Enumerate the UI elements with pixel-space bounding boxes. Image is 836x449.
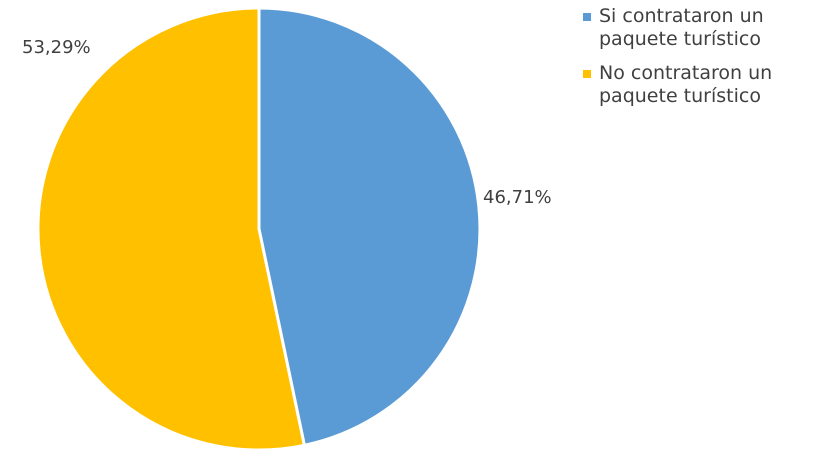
data-labels: 46,71% 53,29% bbox=[22, 37, 552, 208]
data-label-si-contrataron: 46,71% bbox=[483, 187, 552, 208]
pie-slices bbox=[36, 6, 482, 449]
legend-label-line: Si contrataron un bbox=[599, 5, 764, 27]
legend-entry-no-contrataron: No contrataron un paquete turístico bbox=[583, 62, 772, 107]
pie-slice-no-contrataron bbox=[36, 6, 306, 449]
legend-label-line: paquete turístico bbox=[599, 85, 761, 107]
legend-swatch bbox=[583, 13, 591, 21]
pie-slice-si-contrataron bbox=[257, 6, 482, 447]
legend-swatch bbox=[583, 70, 591, 78]
legend-label: No contrataron un paquete turístico bbox=[599, 62, 772, 107]
legend-label-line: No contrataron un bbox=[599, 62, 772, 84]
legend-label-line: paquete turístico bbox=[599, 28, 761, 50]
legend-label: Si contrataron un paquete turístico bbox=[599, 5, 764, 50]
legend-entry-si-contrataron: Si contrataron un paquete turístico bbox=[583, 5, 764, 50]
data-label-no-contrataron: 53,29% bbox=[22, 37, 91, 58]
